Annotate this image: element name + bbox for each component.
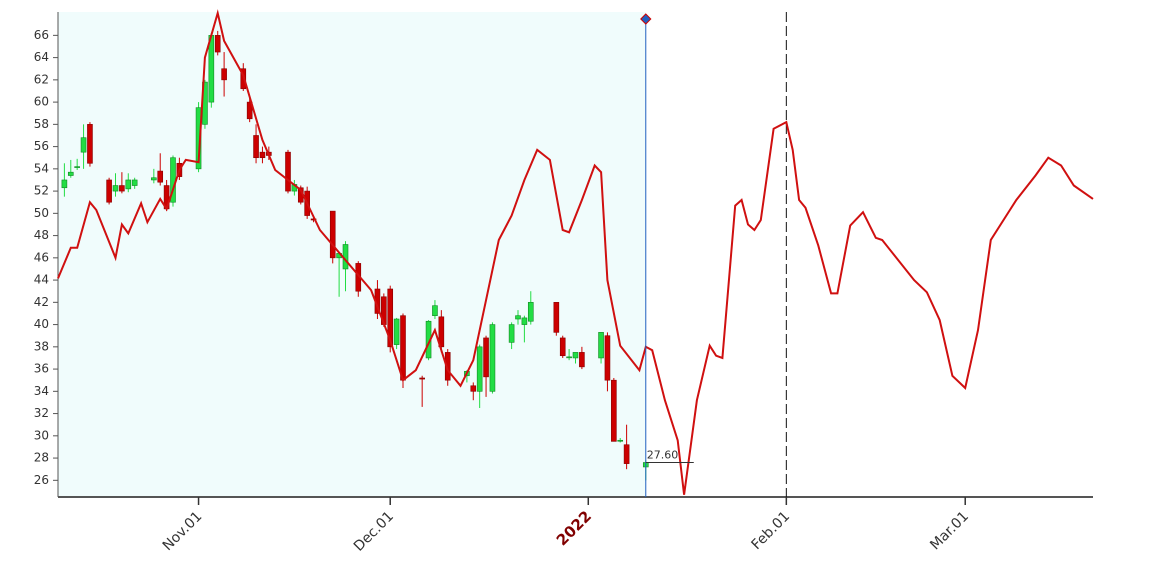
y-tick-label: 64 bbox=[34, 50, 49, 64]
candle-body bbox=[508, 324, 515, 343]
candle-body bbox=[476, 346, 483, 392]
candle-body bbox=[444, 352, 451, 381]
candle-body bbox=[131, 179, 138, 186]
candle-body bbox=[559, 337, 566, 357]
y-tick-label: 28 bbox=[34, 451, 49, 465]
y-tick-label: 54 bbox=[34, 161, 49, 175]
y-tick-label: 52 bbox=[34, 184, 49, 198]
candle-body bbox=[259, 151, 266, 159]
candle-body bbox=[566, 356, 572, 359]
candle-body bbox=[393, 318, 400, 345]
y-tick-label: 36 bbox=[34, 362, 49, 376]
x-tick-label: Nov.01 bbox=[160, 509, 206, 555]
candle-body bbox=[80, 137, 87, 153]
candle-body bbox=[438, 316, 445, 348]
x-tick-label: Mar.01 bbox=[927, 509, 972, 554]
candle-body bbox=[151, 177, 157, 181]
candle-body bbox=[611, 379, 617, 442]
y-tick-label: 66 bbox=[34, 28, 49, 42]
y-tick-label: 62 bbox=[34, 72, 49, 86]
candle-body bbox=[125, 179, 132, 190]
candle-body bbox=[112, 185, 119, 192]
candle-body bbox=[598, 332, 604, 359]
candle-body bbox=[157, 170, 164, 183]
candle-body bbox=[515, 315, 521, 320]
y-tick-label: 42 bbox=[34, 295, 49, 309]
candle-body bbox=[432, 305, 438, 316]
candle-body bbox=[87, 124, 93, 164]
candle-body bbox=[604, 335, 611, 381]
y-tick-label: 56 bbox=[34, 139, 49, 153]
cursor-handle bbox=[640, 13, 652, 25]
candle-body bbox=[553, 302, 560, 333]
candle-body bbox=[119, 185, 125, 192]
candle-body bbox=[489, 324, 496, 392]
candle-body bbox=[527, 302, 534, 322]
x-tick-label: Feb.01 bbox=[749, 509, 794, 554]
candle-body bbox=[208, 35, 215, 103]
candle-body bbox=[579, 352, 585, 368]
y-tick-label: 60 bbox=[34, 95, 49, 109]
y-tick-label: 46 bbox=[34, 250, 49, 264]
y-tick-label: 30 bbox=[34, 428, 49, 442]
candle-body bbox=[221, 68, 227, 81]
candle-body bbox=[61, 179, 68, 189]
y-tick-label: 34 bbox=[34, 384, 49, 398]
y-tick-label: 48 bbox=[34, 228, 49, 242]
candle-body bbox=[246, 101, 253, 120]
candle-body bbox=[470, 385, 477, 392]
candle-body bbox=[285, 151, 291, 192]
trend-line bbox=[57, 9, 1094, 495]
candle-body bbox=[74, 166, 80, 168]
candle-body bbox=[419, 377, 425, 380]
y-tick-label: 32 bbox=[34, 406, 49, 420]
candle-body bbox=[329, 210, 336, 259]
candle-body bbox=[387, 288, 394, 348]
y-tick-label: 40 bbox=[34, 317, 49, 331]
candle-body bbox=[106, 179, 112, 203]
y-tick-label: 44 bbox=[34, 273, 49, 287]
candle-body bbox=[195, 107, 202, 170]
last-price-label: 27.60 bbox=[647, 449, 679, 462]
y-tick-label: 58 bbox=[34, 117, 49, 131]
candle-body bbox=[623, 444, 630, 464]
x-tick-label: 2022 bbox=[553, 507, 595, 549]
candle-body bbox=[483, 337, 489, 378]
y-tick-label: 38 bbox=[34, 339, 49, 353]
candle-body bbox=[400, 315, 406, 381]
candle-body bbox=[214, 35, 221, 53]
candle-body bbox=[572, 352, 579, 359]
x-tick-label: Dec.01 bbox=[351, 509, 397, 555]
y-tick-label: 26 bbox=[34, 473, 49, 487]
candle-body bbox=[253, 135, 259, 159]
candle-body bbox=[67, 171, 74, 176]
candle-body bbox=[521, 317, 528, 325]
y-tick-label: 50 bbox=[34, 206, 49, 220]
candle-body bbox=[617, 439, 624, 442]
history-background bbox=[58, 12, 646, 497]
